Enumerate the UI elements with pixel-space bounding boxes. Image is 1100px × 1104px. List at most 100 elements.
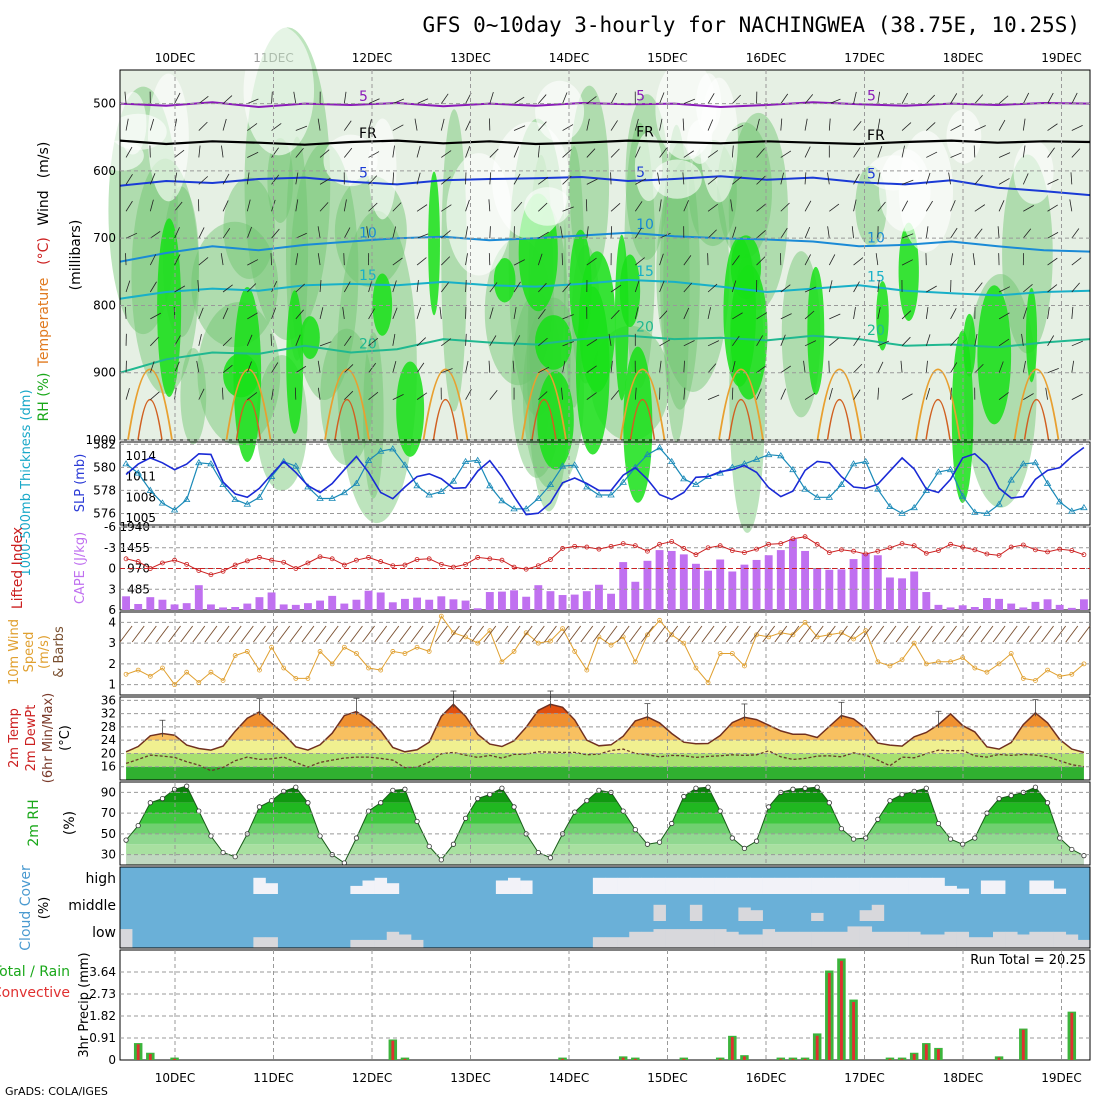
cloud-cell-high [763,878,775,894]
wind-ylabel-part: 10m Wind [7,619,22,685]
precip-convective-bar [998,1058,1001,1060]
cape-bar [571,595,579,610]
cloud-cell-high [629,878,641,894]
cloud-cell-low [872,932,884,948]
cloud-cell-low [399,935,411,949]
cloud-cell-low [363,940,375,948]
upper-air-ylabel-part: (m/s) [36,142,52,179]
cloud-cell-high [945,886,957,894]
cloud-cell-low [763,929,775,948]
rh-point [900,792,904,796]
cape-bar [922,592,930,610]
cape-bar [365,591,373,610]
rh-point [876,817,880,821]
cape-bar [546,591,554,610]
temp-tick-label: 32 [101,707,116,721]
rh-point [657,840,661,844]
precip-convective-bar [149,1054,152,1060]
precip-convective-bar [404,1059,407,1060]
cape-bar [449,599,457,610]
cape-bar [183,603,191,610]
wind-barb [489,253,490,265]
precip-tick-label: 2.73 [89,987,116,1001]
cape-bar [158,600,166,610]
cloud-cell-middle [860,910,872,921]
x-date-top-label: 12DEC [352,51,392,65]
cloud-cell-high [908,878,920,894]
rh-point [306,801,310,805]
run-total-label: Run Total = 20.25 [970,953,1086,968]
cloud-cell-low [678,929,690,948]
precip-convective-bar [816,1036,819,1060]
rh-blob-high [300,316,319,359]
cape-bar [377,592,385,610]
cape-bar [995,599,1003,610]
cape-bar [910,571,918,610]
rh-point [221,850,225,854]
cloud-cell-low [629,932,641,948]
rh-point [427,844,431,848]
rh-blob-high [977,285,1011,424]
rh-point [730,836,734,840]
rh-point [694,786,698,790]
cloud-cell-low [375,940,387,948]
cloud-cell-low [1054,932,1066,948]
contour-label: 5 [359,166,368,182]
cape-bar [389,602,397,610]
cloud-cell-low [1066,935,1078,949]
cloud-cell-low [1042,932,1054,948]
precip-convective-bar [828,973,831,1060]
rh-point [803,786,807,790]
contour-label: 20 [636,320,654,336]
rh-point [475,796,479,800]
cape-bar [983,598,991,610]
wind-barb [295,388,296,400]
cloud-row-label: middle [68,898,116,914]
rh-blob-high [807,267,824,395]
cape-bar [740,565,748,610]
cape-bar [583,591,591,610]
x-date-top-label: 19DEC [1041,51,1081,65]
cloud-cell-low [726,932,738,948]
cape-bar [656,550,664,610]
contour-label: 5 [636,165,645,181]
rh-point [318,834,322,838]
precip-convective-bar [840,961,843,1060]
lifted-index-tick-label: -6 [104,520,116,534]
cape-bar [619,562,627,610]
precip-convective-bar [391,1041,394,1060]
contour-label: 20 [867,323,885,339]
cloud-cell-low [811,932,823,948]
x-date-top-label: 17DEC [844,51,884,65]
cloud-cell-low [993,932,1005,948]
cloud-cell-high [884,878,896,894]
rh-blob-dry [1014,140,1054,204]
rh-point [257,805,261,809]
cape-bar [1007,604,1015,610]
rh-point [391,788,395,792]
cloud-cell-high [253,878,265,894]
cape-bar [425,600,433,610]
precip-total-label: Total / Rain [0,964,70,980]
cloud-cell-low [593,937,605,948]
cape-bar [898,578,906,610]
rh-point [548,856,552,860]
wind-tick-label: 3 [108,636,116,650]
precip-convective-bar [804,1059,807,1060]
rh-point [851,837,855,841]
lifted-index-tick-label: -3 [104,541,116,555]
cape-bar [498,592,506,610]
rh-blob-high [286,290,303,434]
rh-point [1045,801,1049,805]
cloud-row-label: low [92,925,116,941]
precip-tick-label: 0 [108,1053,116,1067]
cape-bar [401,599,409,610]
wind-tick-label: 2 [108,657,116,671]
cloud-cell-middle [751,910,763,921]
rh-point [1033,785,1037,789]
cape-bar [1031,602,1039,610]
temp-tick-label: 20 [101,746,116,760]
x-date-bottom-label: 11DEC [253,1071,293,1085]
contour-label: 15 [359,268,377,284]
